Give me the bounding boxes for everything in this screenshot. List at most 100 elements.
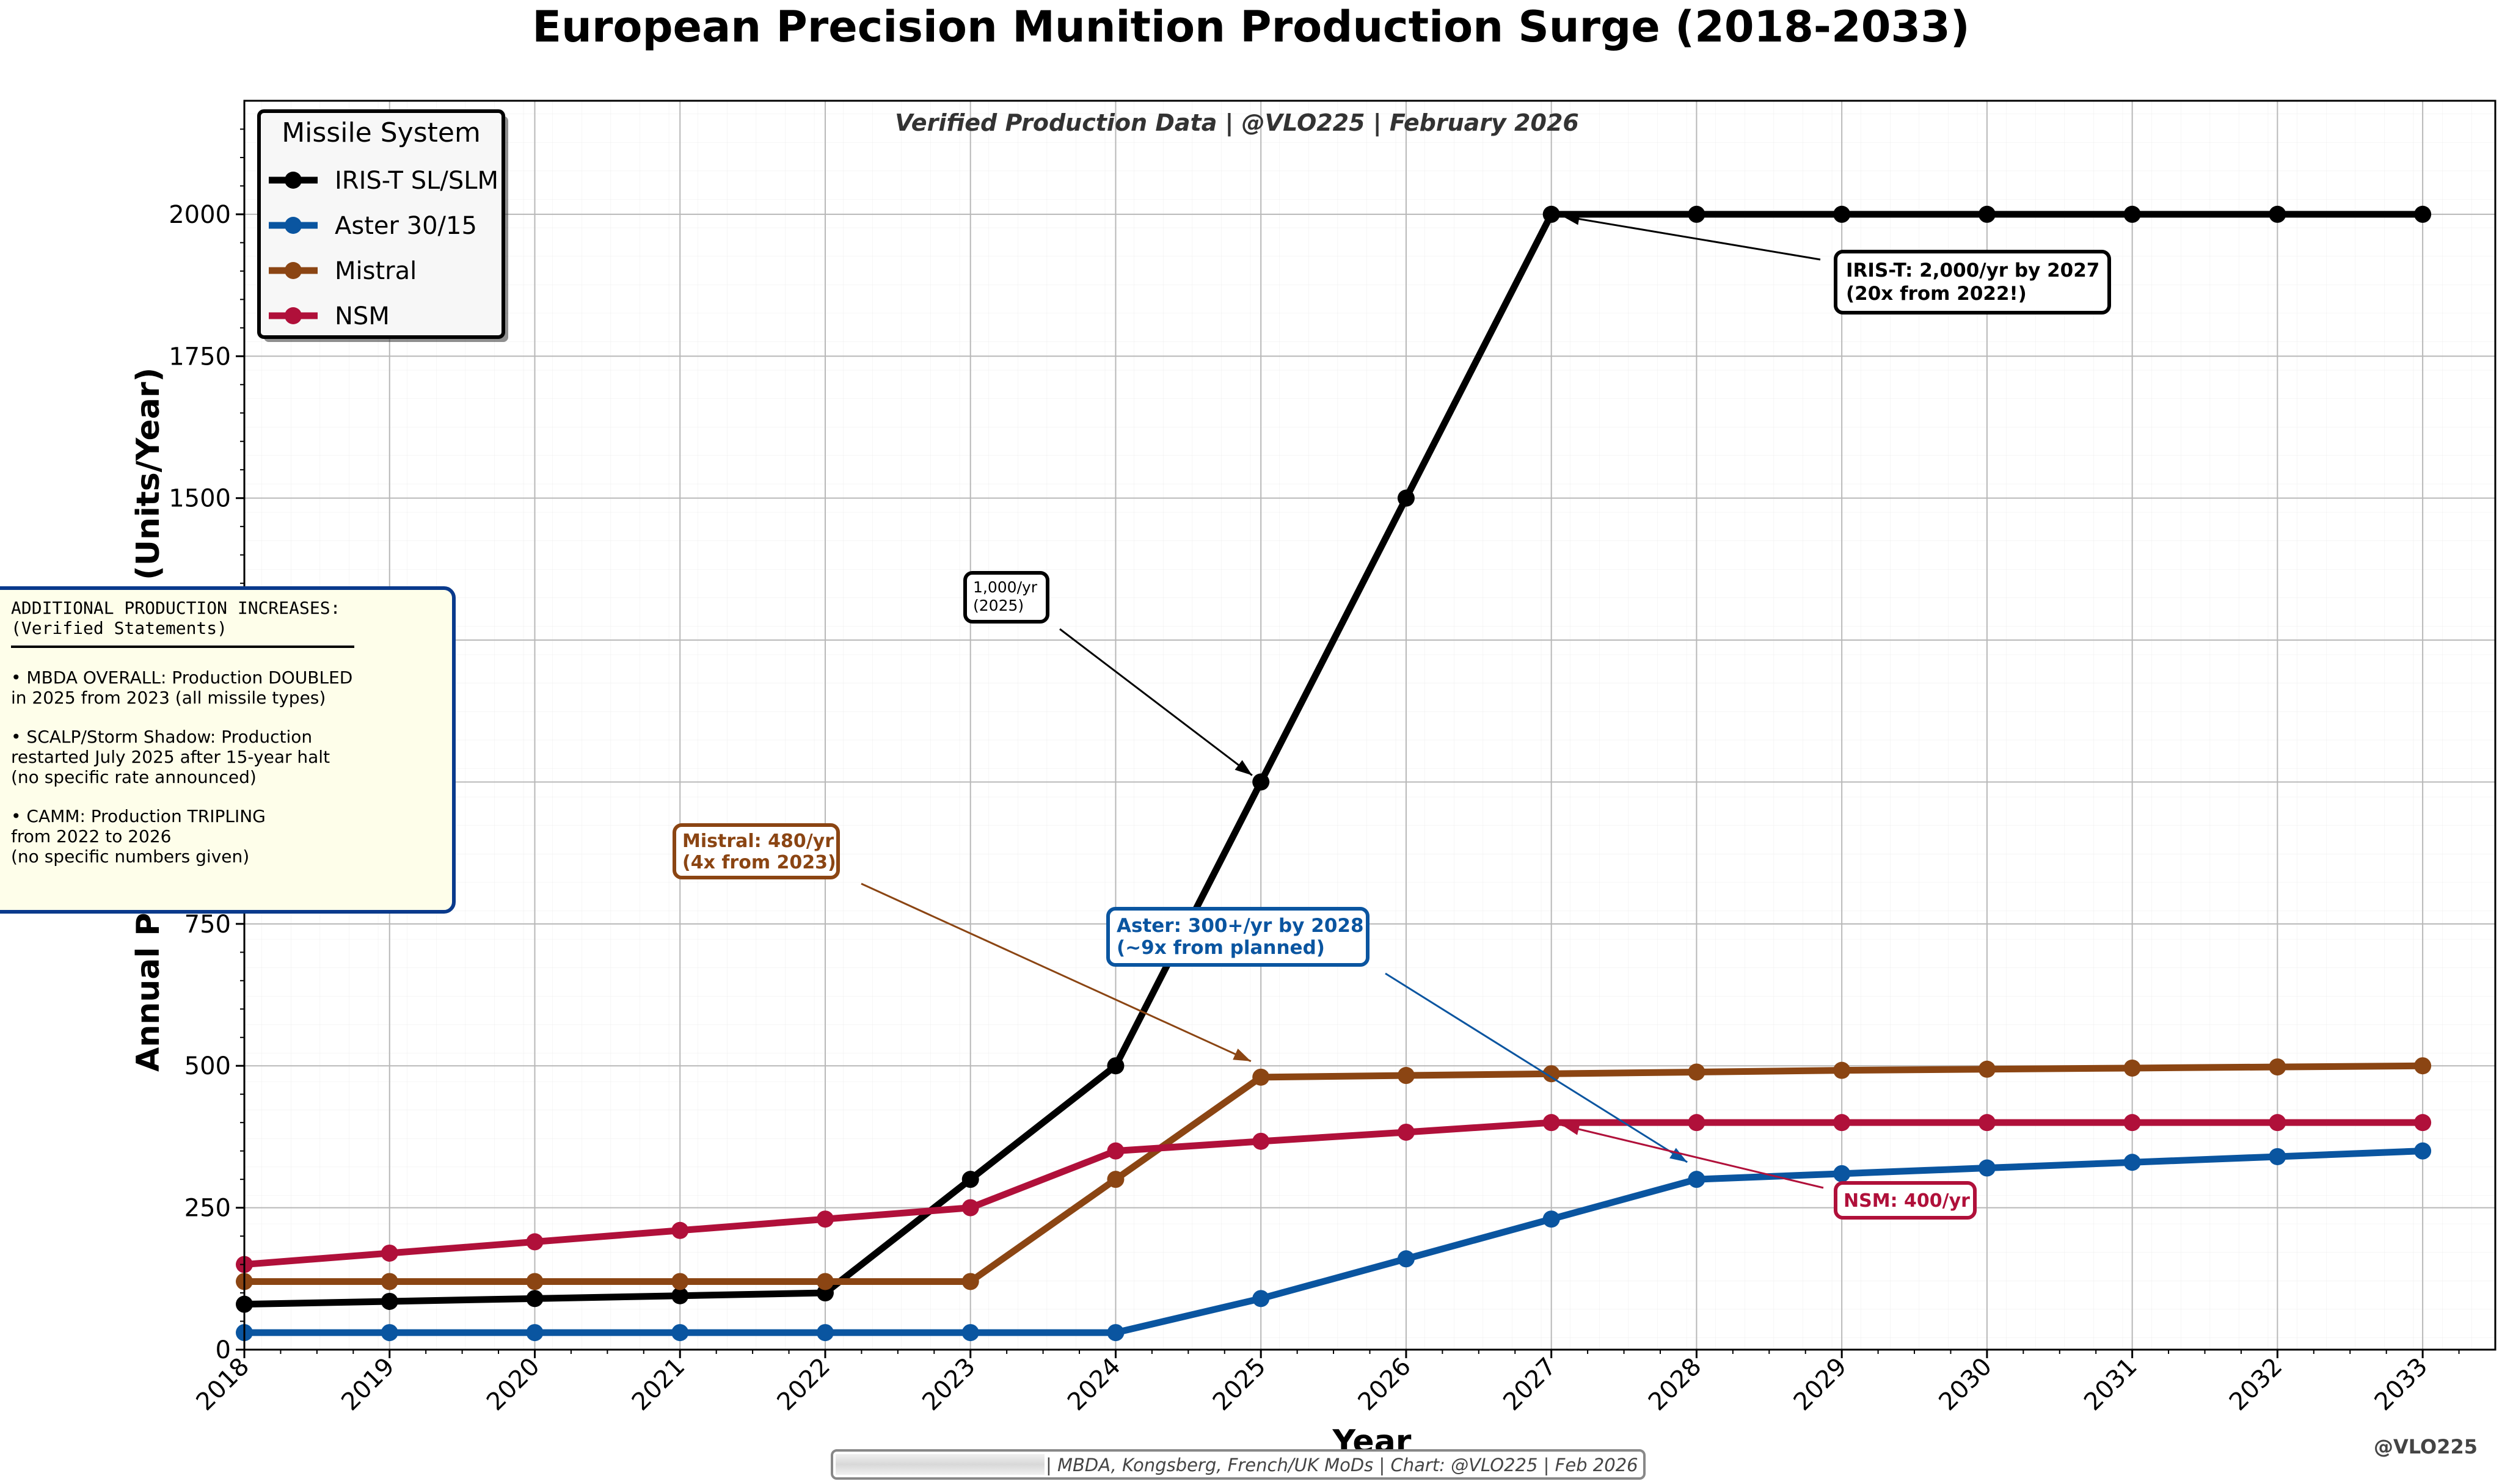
annotation-aster: Aster: 300+/yr by 2028(~9x from planned) [1106, 907, 1688, 1163]
series-line-0 [241, 211, 2426, 1308]
chart-title: European Precision Munition Production S… [532, 2, 1970, 52]
x-tick-label: 2028 [1643, 1353, 1707, 1417]
y-tick-label: 750 [184, 911, 231, 939]
info-box-line: (no specific numbers given) [11, 846, 249, 867]
series-point-0 [1252, 773, 1270, 791]
series-point-2 [961, 1273, 979, 1290]
legend-swatch-marker [285, 217, 302, 234]
series-point-3 [1688, 1114, 1705, 1132]
annotation-text: NSM: 400/yr [1844, 1190, 1970, 1212]
annotation-arrow [1385, 972, 1688, 1163]
legend-swatch-marker [285, 262, 302, 279]
y-axis-label-bottom: Annual P [130, 913, 167, 1072]
y-tick-label: 1500 [169, 485, 231, 513]
legend-label: IRIS-T SL/SLM [335, 167, 498, 195]
x-tick-label: 2022 [772, 1353, 836, 1417]
series-point-0 [2123, 205, 2141, 223]
series-point-3 [1397, 1123, 1415, 1141]
series-point-3 [1833, 1114, 1851, 1132]
info-box-title: ADDITIONAL PRODUCTION INCREASES: [11, 598, 340, 618]
annotation-box [1834, 1181, 1977, 1220]
annotation-arrow [861, 882, 1252, 1063]
info-box-line: in 2025 from 2023 (all missile types) [11, 688, 326, 708]
annotation-nsm: NSM: 400/yr [1561, 1123, 1977, 1220]
watermark: @VLO225 [2374, 1435, 2478, 1458]
series-point-0 [1978, 205, 1996, 223]
x-tick-label: 2019 [336, 1353, 400, 1417]
series-point-2 [2123, 1059, 2141, 1077]
x-tick-label: 2027 [1498, 1353, 1562, 1417]
legend-item-2[interactable]: Mistral [269, 257, 417, 285]
series-point-1 [961, 1324, 979, 1342]
x-tick-label: 2025 [1208, 1353, 1272, 1417]
x-tick-label: 2031 [2079, 1353, 2143, 1417]
info-box-line: • MBDA OVERALL: Production DOUBLED [11, 667, 352, 688]
series-point-2 [526, 1273, 544, 1290]
y-axis-label-top: (Units/Year) [130, 368, 167, 580]
series-point-0 [381, 1292, 398, 1310]
info-box-line: • CAMM: Production TRIPLING [11, 806, 266, 826]
series-point-1 [1107, 1324, 1125, 1342]
series-point-2 [1542, 1065, 1560, 1083]
annotation-text: Mistral: 480/yr [682, 831, 834, 852]
legend-item-0[interactable]: IRIS-T SL/SLM [269, 167, 498, 195]
series-point-1 [526, 1324, 544, 1342]
y-tick-label: 250 [184, 1195, 231, 1223]
series-point-1 [1688, 1171, 1705, 1188]
series-point-3 [1542, 1114, 1560, 1132]
annotation-arrow [1059, 628, 1253, 776]
series-point-0 [526, 1290, 544, 1308]
annotation-iris: IRIS-T: 2,000/yr by 2027(20x from 2022!) [1562, 213, 2111, 315]
series-point-2 [2414, 1057, 2432, 1075]
series-point-1 [816, 1324, 834, 1342]
series-line-1 [241, 1148, 2426, 1336]
source-footer-text: | MBDA, Kongsberg, French/UK MoDs | Char… [1046, 1455, 1638, 1475]
y-axis-label: Annual P (Units/Year) [130, 368, 167, 1072]
annotation-arrowhead [1235, 760, 1252, 776]
x-tick-label: 2020 [481, 1353, 545, 1417]
series-point-0 [1542, 205, 1560, 223]
series-point-0 [1688, 205, 1705, 223]
legend-item-3[interactable]: NSM [269, 302, 390, 330]
series-point-3 [816, 1210, 834, 1228]
info-box-line: from 2022 to 2026 [11, 826, 172, 846]
series-point-3 [2414, 1114, 2432, 1132]
annotation-text: (20x from 2022!) [1846, 283, 2027, 305]
series-point-2 [1978, 1060, 1996, 1078]
series-point-1 [381, 1324, 398, 1342]
legend-box [257, 109, 505, 339]
chart-subtitle: Verified Production Data | @VLO225 | Feb… [895, 109, 1579, 137]
series-point-2 [1252, 1068, 1270, 1086]
legend-label: Aster 30/15 [335, 212, 477, 240]
annotation-text: 1,000/yr [973, 578, 1038, 596]
series-point-2 [1833, 1061, 1851, 1079]
legend[interactable]: Missile System IRIS-T SL/SLM Aster 30/15 Mi… [257, 109, 508, 342]
x-tick-label: 2033 [2369, 1353, 2434, 1417]
series-point-1 [2269, 1148, 2286, 1165]
series-point-3 [2123, 1114, 2141, 1132]
info-box-line: restarted July 2025 after 15-year halt [11, 747, 330, 767]
info-box: ADDITIONAL PRODUCTION INCREASES:(Verifie… [0, 586, 456, 914]
series-point-1 [1542, 1210, 1560, 1228]
info-box-frame [0, 586, 456, 914]
y-tick-label: 0 [216, 1336, 231, 1364]
legend-label: NSM [335, 302, 390, 330]
series-point-0 [1833, 205, 1851, 223]
y-tick-label: 2000 [169, 201, 231, 229]
series-point-0 [2269, 205, 2286, 223]
annotation-text: Aster: 300+/yr by 2028 [1117, 915, 1364, 937]
annotation-arrow [1561, 1124, 1824, 1189]
series-point-2 [1688, 1063, 1705, 1081]
info-box-line: • SCALP/Storm Shadow: Production [11, 727, 312, 747]
series-point-3 [1107, 1142, 1125, 1160]
legend-item-1[interactable]: Aster 30/15 [269, 212, 477, 240]
series-point-0 [1397, 489, 1415, 507]
series-point-1 [1978, 1159, 1996, 1177]
annotation-arrowhead [1562, 213, 1580, 225]
y-tick-label: 500 [184, 1052, 231, 1080]
series-line-3 [241, 1119, 2426, 1268]
series-point-3 [1978, 1114, 1996, 1132]
series-layer [236, 205, 2432, 1342]
plot-area [244, 101, 2495, 1350]
